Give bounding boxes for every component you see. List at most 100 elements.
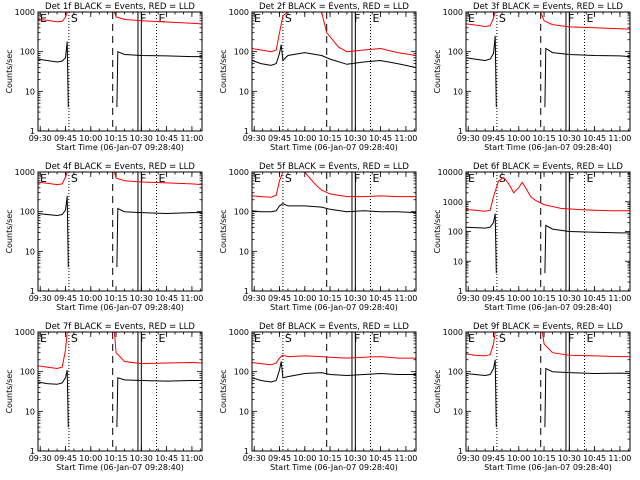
y-tick-label: 1000 bbox=[15, 168, 35, 177]
x-tick-label: 09:45 bbox=[268, 454, 291, 463]
series-line-events bbox=[116, 377, 202, 428]
y-tick-label: 1000 bbox=[443, 198, 463, 207]
marker-label: S bbox=[285, 332, 292, 345]
x-tick-label: 11:00 bbox=[394, 294, 417, 303]
y-tick-label: 1000 bbox=[15, 8, 35, 17]
y-tick-label: 1 bbox=[244, 127, 249, 136]
y-tick-label: 10000 bbox=[438, 168, 463, 177]
series-line-events bbox=[252, 203, 416, 214]
y-tick-label: 100 bbox=[448, 228, 463, 237]
y-tick-label: 10 bbox=[453, 407, 463, 416]
marker-label: E bbox=[373, 172, 380, 185]
x-tick-label: 10:00 bbox=[293, 134, 316, 143]
marker-label: S bbox=[285, 172, 292, 185]
y-tick-label: 1 bbox=[30, 127, 35, 136]
series-line-events bbox=[466, 359, 497, 428]
series-line-events bbox=[544, 224, 630, 274]
y-axis-label: Counts/sec bbox=[433, 369, 442, 413]
y-axis-label: Counts/sec bbox=[433, 49, 442, 93]
marker-label: E bbox=[587, 332, 594, 345]
y-axis-label: Counts/sec bbox=[219, 49, 228, 93]
chart-title: Det 8f BLACK = Events, RED = LLD bbox=[259, 322, 409, 332]
x-tick-label: 09:45 bbox=[54, 294, 77, 303]
x-tick-label: 10:30 bbox=[344, 294, 367, 303]
y-tick-label: 10 bbox=[25, 247, 35, 256]
marker-label: E bbox=[159, 172, 166, 185]
y-tick-label: 1 bbox=[244, 447, 249, 456]
chart-title: Det 2f BLACK = Events, RED = LLD bbox=[259, 2, 409, 12]
y-tick-label: 100 bbox=[234, 208, 249, 217]
x-tick-label: 09:30 bbox=[457, 294, 480, 303]
x-tick-label: 11:00 bbox=[180, 294, 203, 303]
x-tick-label: 10:30 bbox=[344, 454, 367, 463]
marker-label: E bbox=[587, 12, 594, 25]
x-tick-label: 11:00 bbox=[608, 454, 631, 463]
series-line-lld bbox=[304, 172, 416, 198]
marker-label: E bbox=[587, 172, 594, 185]
marker-label: E bbox=[373, 12, 380, 25]
series-line-lld bbox=[540, 12, 630, 30]
x-axis-label: Start Time (06-Jan-07 09:28:40) bbox=[56, 303, 184, 312]
x-tick-label: 10:15 bbox=[105, 134, 128, 143]
y-tick-label: 1 bbox=[244, 287, 249, 296]
series-line-lld bbox=[113, 172, 202, 186]
chart-title: Det 9f BLACK = Events, RED = LLD bbox=[473, 322, 623, 332]
series-line-lld bbox=[466, 332, 496, 357]
x-axis-label: Start Time (06-Jan-07 09:28:40) bbox=[484, 143, 612, 152]
chart-title: Det 5f BLACK = Events, RED = LLD bbox=[259, 162, 409, 172]
chart-title: Det 1f BLACK = Events, RED = LLD bbox=[45, 2, 195, 12]
marker-label: S bbox=[71, 332, 78, 345]
x-tick-label: 10:15 bbox=[319, 454, 342, 463]
marker-label: E bbox=[468, 332, 475, 345]
series-line-lld bbox=[113, 332, 202, 365]
x-tick-label: 10:15 bbox=[105, 294, 128, 303]
marker-label: F bbox=[354, 332, 360, 345]
marker-label: F bbox=[354, 12, 360, 25]
x-tick-label: 09:45 bbox=[268, 134, 291, 143]
series-line-events bbox=[252, 361, 416, 383]
x-tick-label: 10:45 bbox=[155, 294, 178, 303]
x-tick-label: 10:00 bbox=[79, 454, 102, 463]
x-tick-label: 10:30 bbox=[130, 294, 153, 303]
series-line-events bbox=[116, 207, 202, 268]
y-tick-label: 100 bbox=[234, 48, 249, 57]
marker-label: F bbox=[140, 332, 146, 345]
x-tick-label: 10:00 bbox=[79, 294, 102, 303]
y-tick-label: 1 bbox=[30, 447, 35, 456]
y-axis-label: Counts/sec bbox=[5, 49, 14, 93]
marker-label: E bbox=[254, 12, 261, 25]
chart-panel-5: Det 5f BLACK = Events, RED = LLD 1 10 100 10… bbox=[219, 162, 417, 312]
plot-frame bbox=[251, 331, 417, 452]
marker-label: F bbox=[568, 332, 574, 345]
marker-label: S bbox=[285, 12, 292, 25]
marker-label: S bbox=[499, 12, 506, 25]
x-tick-label: 10:15 bbox=[533, 454, 556, 463]
y-tick-label: 1 bbox=[458, 127, 463, 136]
series-line-events bbox=[38, 195, 69, 268]
chart-panel-9: Det 9f BLACK = Events, RED = LLD 1 10 100 10… bbox=[433, 322, 631, 472]
x-tick-label: 10:00 bbox=[507, 454, 530, 463]
x-tick-label: 10:15 bbox=[533, 294, 556, 303]
x-tick-label: 10:30 bbox=[558, 134, 581, 143]
x-tick-label: 10:15 bbox=[319, 134, 342, 143]
chart-title: Det 6f BLACK = Events, RED = LLD bbox=[473, 162, 623, 172]
y-tick-label: 10 bbox=[453, 87, 463, 96]
x-tick-label: 10:45 bbox=[369, 454, 392, 463]
series-line-lld bbox=[38, 332, 68, 370]
marker-label: E bbox=[40, 12, 47, 25]
y-tick-label: 100 bbox=[448, 368, 463, 377]
x-tick-label: 11:00 bbox=[180, 454, 203, 463]
x-axis-label: Start Time (06-Jan-07 09:28:40) bbox=[270, 463, 398, 472]
series-line-lld bbox=[541, 332, 630, 358]
y-tick-label: 100 bbox=[234, 368, 249, 377]
x-axis-label: Start Time (06-Jan-07 09:28:40) bbox=[270, 303, 398, 312]
x-tick-label: 10:00 bbox=[79, 134, 102, 143]
y-axis-label: Counts/sec bbox=[433, 209, 442, 253]
plot-frame bbox=[465, 11, 631, 132]
chart-panel-7: Det 7f BLACK = Events, RED = LLD 1 10 100 10… bbox=[5, 322, 203, 472]
marker-label: E bbox=[159, 12, 166, 25]
marker-label: E bbox=[254, 332, 261, 345]
x-tick-label: 09:30 bbox=[29, 294, 52, 303]
y-tick-label: 10 bbox=[453, 257, 463, 266]
